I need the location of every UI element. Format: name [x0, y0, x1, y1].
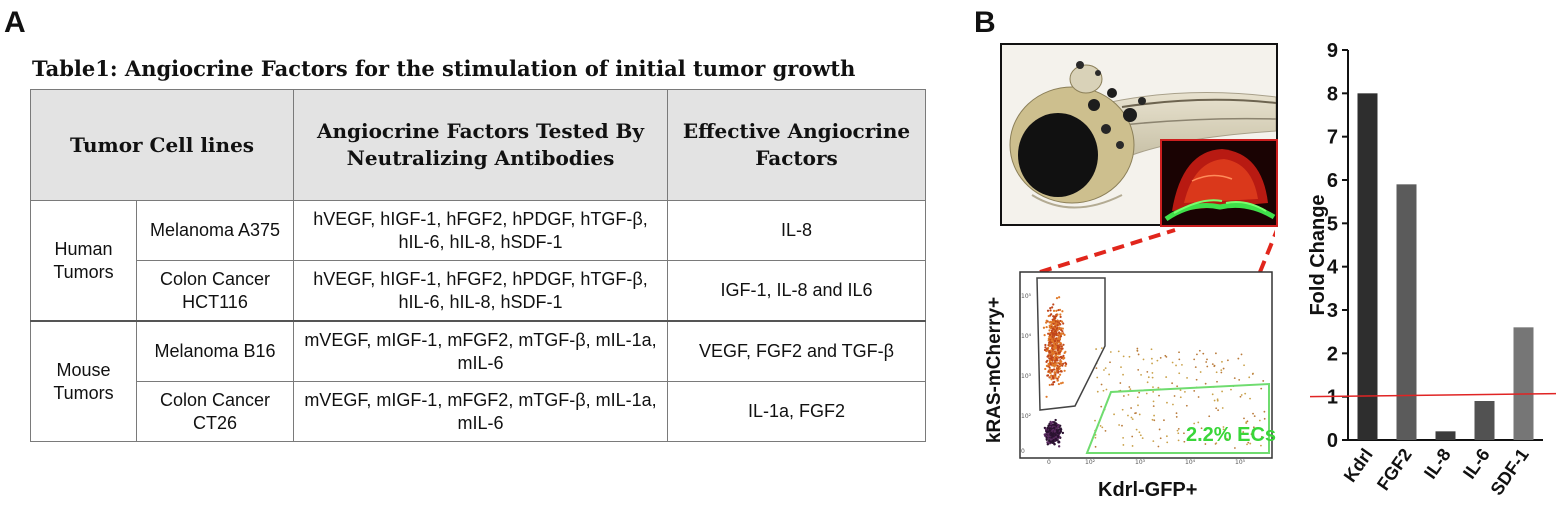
mcherry-gate: [1036, 277, 1106, 411]
svg-text:10⁵: 10⁵: [1235, 459, 1246, 466]
y-tick-label: 6: [1327, 170, 1338, 192]
tested-factors: mVEGF, mIGF-1, mFGF2, mTGF-β, mIL-1a, mI…: [293, 320, 668, 382]
svg-text:10⁵: 10⁵: [1021, 293, 1032, 300]
y-tick-label: 0: [1327, 430, 1338, 452]
zoom-connector-left: [1039, 228, 1176, 274]
bar-fgf2: [1396, 184, 1417, 440]
cell-line: Colon Cancer HCT116: [136, 260, 294, 322]
tested-factors: mVEGF, mIGF-1, mFGF2, mTGF-β, mIL-1a, mI…: [293, 381, 668, 442]
table-row: Colon Cancer CT26 mVEGF, mIGF-1, mFGF2, …: [31, 381, 926, 442]
tested-factors: hVEGF, hIGF-1, hFGF2, hPDGF, hTGF-β, hIL…: [293, 260, 668, 322]
y-tick-label: 5: [1327, 213, 1338, 235]
group-label-mouse: Mouse Tumors: [30, 320, 137, 442]
y-tick-label: 9: [1327, 40, 1338, 62]
svg-text:10⁴: 10⁴: [1021, 333, 1032, 340]
flow-cytometry-plot: 10⁵ 10⁴ 10³ 10² 0 0 10² 10³ 10⁴ 10⁵: [1019, 228, 1275, 466]
cell-line: Melanoma A375: [136, 200, 294, 261]
group-label-human: Human Tumors: [30, 200, 137, 322]
ec-gate: [1085, 382, 1270, 454]
bar-kdrl: [1357, 93, 1378, 441]
x-tick-label: FGF2: [1373, 445, 1416, 494]
x-tick-label: IL-8: [1420, 445, 1455, 483]
bar-sdf-1: [1513, 327, 1534, 440]
ec-gate-percentage: 2.2% ECs: [1186, 424, 1277, 446]
table-header-row: Tumor Cell lines Angiocrine Factors Test…: [30, 89, 926, 201]
reference-line: [1309, 392, 1556, 398]
y-tick-label: 1: [1327, 387, 1338, 409]
svg-text:10³: 10³: [1021, 373, 1032, 380]
effective-factors: VEGF, FGF2 and TGF-β: [667, 320, 926, 382]
panel-label-a: A: [4, 6, 26, 39]
y-tick-label: 7: [1327, 127, 1338, 149]
bar-il-6: [1474, 401, 1495, 440]
svg-text:0: 0: [1021, 448, 1025, 455]
effective-factors: IL-1a, FGF2: [667, 381, 926, 442]
table-row: Human Tumors Melanoma A375 hVEGF, hIGF-1…: [30, 200, 926, 322]
svg-text:0: 0: [1047, 459, 1051, 466]
tested-factors: hVEGF, hIGF-1, hFGF2, hPDGF, hTGF-β, hIL…: [293, 200, 668, 261]
x-tick-label: Kdrl: [1340, 445, 1377, 486]
effective-factors: IGF-1, IL-8 and IL6: [667, 260, 926, 322]
header-tested-factors: Angiocrine Factors Tested By Neutralizin…: [293, 89, 668, 201]
table-title: Table1: Angiocrine Factors for the stimu…: [32, 56, 856, 81]
svg-text:10⁴: 10⁴: [1185, 459, 1196, 466]
fluorescence-illustration: [1162, 141, 1276, 225]
angiocrine-factor-table: Tumor Cell lines Angiocrine Factors Test…: [30, 89, 926, 442]
header-effective-factors: Effective Angiocrine Factors: [667, 89, 926, 201]
x-tick-label: SDF-1: [1487, 445, 1533, 499]
flow-x-axis-label: Kdrl-GFP+: [1098, 479, 1198, 501]
cell-line: Melanoma B16: [136, 320, 294, 382]
flow-events: [1042, 296, 1266, 449]
cell-line: Colon Cancer CT26: [136, 381, 294, 442]
y-tick-label: 3: [1327, 300, 1338, 322]
header-cell-lines: Tumor Cell lines: [30, 89, 294, 201]
effective-factors: IL-8: [667, 200, 926, 261]
zebrafish-micrograph: [1000, 43, 1278, 226]
svg-text:10²: 10²: [1021, 413, 1032, 420]
flow-y-axis-label: kRAS-mCherry+: [984, 296, 1005, 444]
table-row: Colon Cancer HCT116 hVEGF, hIGF-1, hFGF2…: [31, 260, 926, 322]
bar-il-8: [1435, 431, 1456, 440]
panel-label-b: B: [974, 6, 996, 39]
zoom-connector-right: [1258, 229, 1275, 273]
y-tick-label: 8: [1327, 83, 1338, 105]
y-axis-label: Fold Change: [1307, 194, 1329, 315]
y-tick-label: 4: [1327, 257, 1339, 279]
svg-text:10²: 10²: [1085, 459, 1096, 466]
svg-text:10³: 10³: [1135, 459, 1146, 466]
y-tick-label: 2: [1327, 343, 1338, 365]
fluorescence-inset: [1160, 139, 1278, 227]
x-tick-label: IL-6: [1459, 445, 1494, 483]
zebrafish-illustration: [1002, 45, 1276, 224]
table-row: Mouse Tumors Melanoma B16 mVEGF, mIGF-1,…: [30, 320, 926, 442]
